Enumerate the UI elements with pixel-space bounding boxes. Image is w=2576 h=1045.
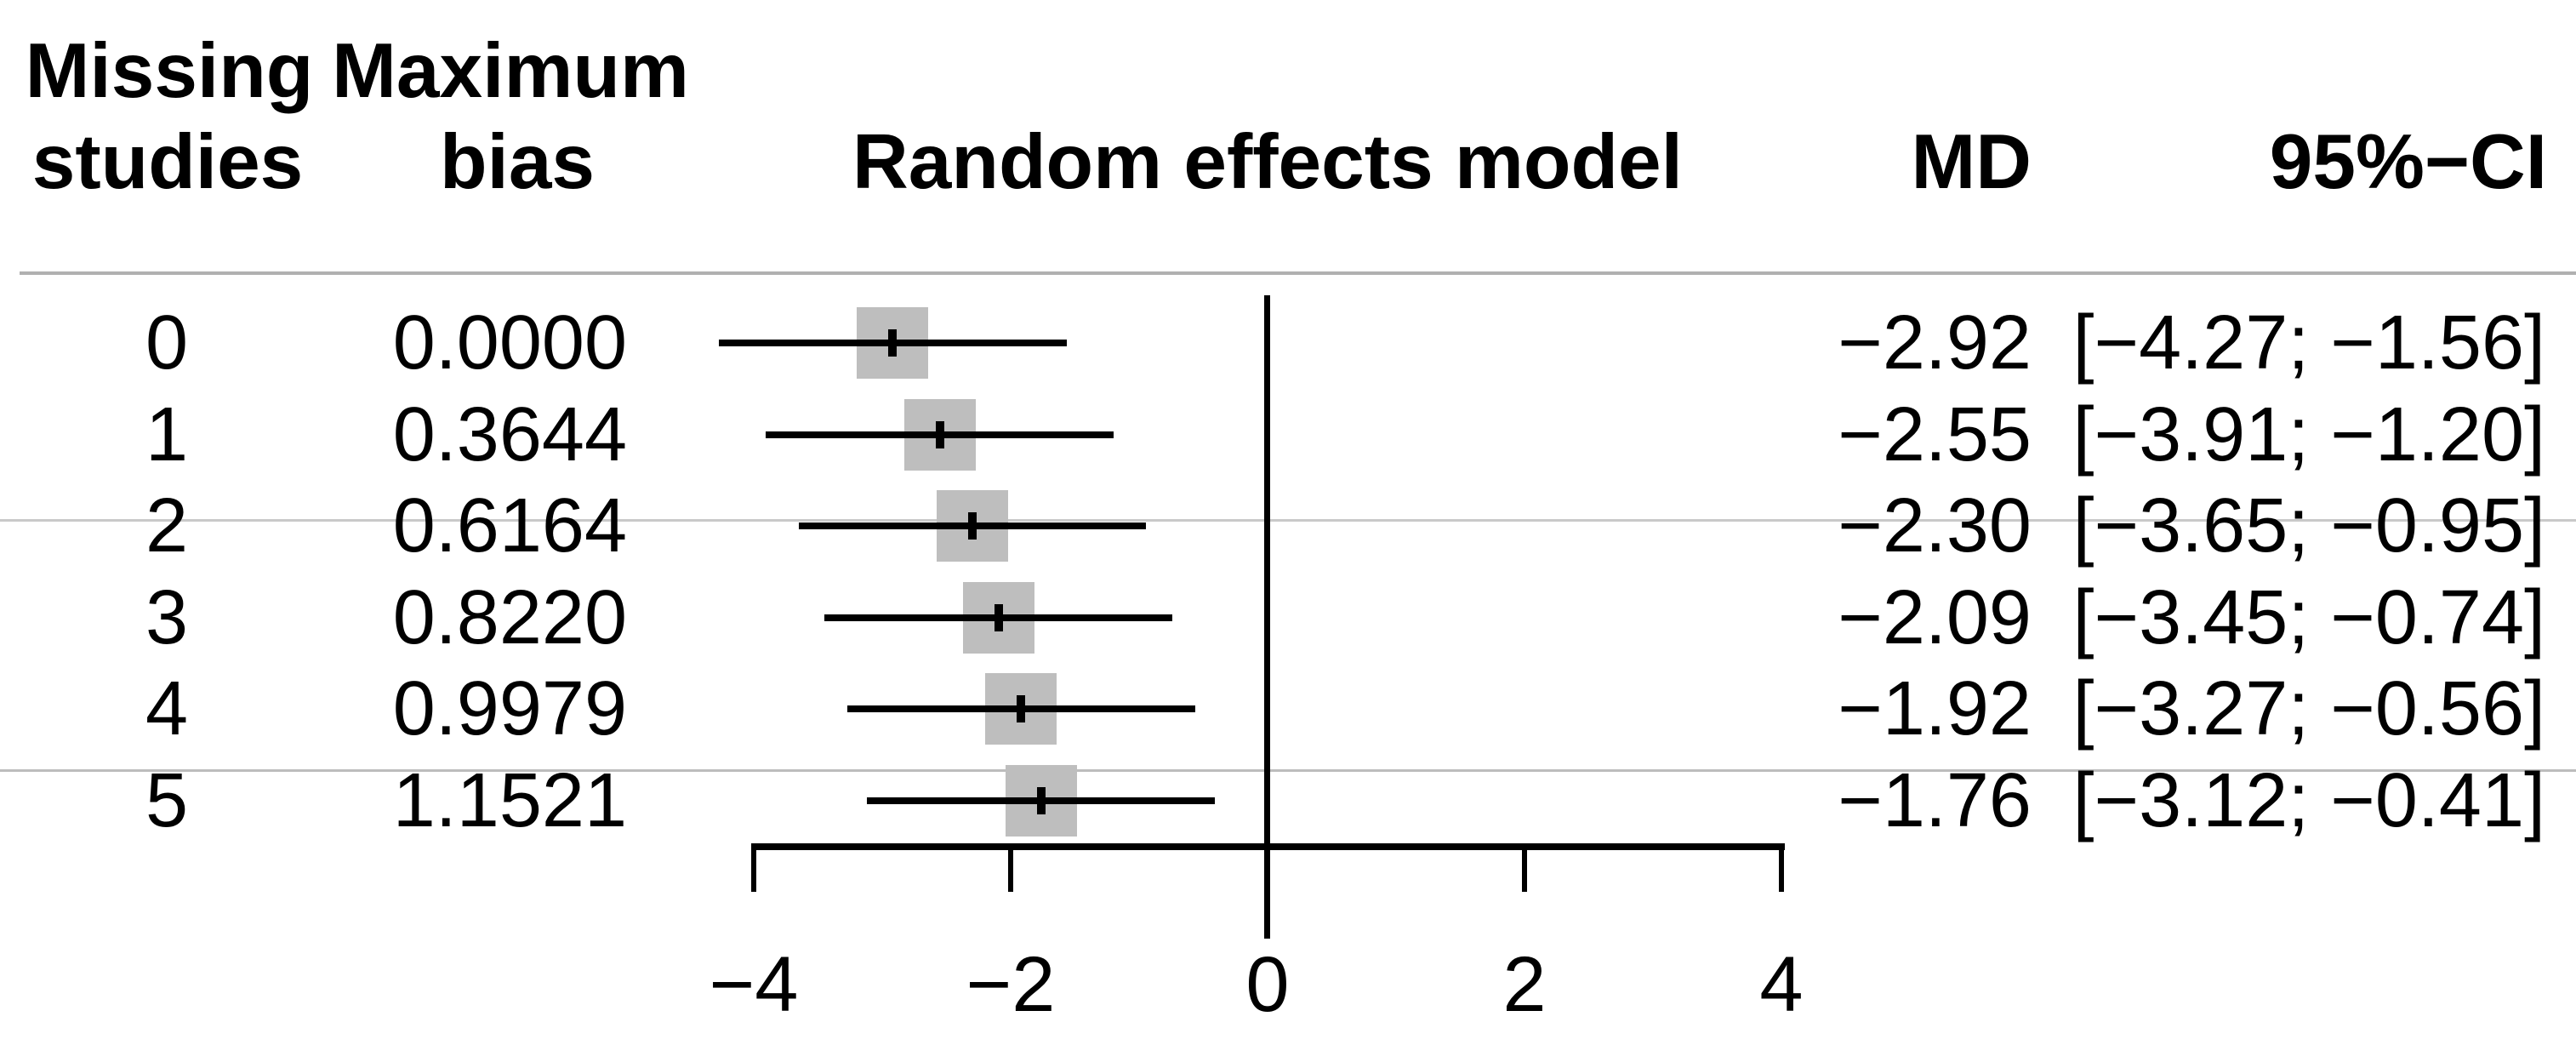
row-maximum-bias-value: 0.8220: [392, 574, 627, 660]
row-ci-value: [−3.45; −0.74]: [2072, 574, 2545, 660]
point-estimate-tick: [994, 603, 1004, 631]
row-md-value: −2.92: [1838, 300, 2032, 385]
row-maximum-bias-value: 0.0000: [392, 300, 627, 385]
x-axis-tick-label: −2: [966, 941, 1056, 1028]
row-md-value: −2.09: [1838, 574, 2032, 660]
col-header-missing-studies-line1: Missing: [25, 28, 314, 114]
row-maximum-bias-value: 1.1521: [392, 757, 627, 843]
row-missing-studies-value: 0: [145, 300, 189, 385]
row-missing-studies-value: 4: [145, 666, 189, 751]
col-header-model: Random effects model: [852, 119, 1683, 205]
row-md-value: −1.92: [1838, 666, 2032, 751]
row-md-value: −2.30: [1838, 483, 2032, 568]
point-estimate-tick: [1017, 695, 1026, 722]
row-md-value: −1.76: [1838, 757, 2032, 843]
col-header-ci: 95%−CI: [2269, 119, 2547, 205]
row-ci-value: [−3.27; −0.56]: [2072, 666, 2545, 751]
point-estimate-tick: [935, 420, 944, 448]
x-axis-tick-label: 0: [1245, 941, 1290, 1028]
row-missing-studies-value: 3: [145, 574, 189, 660]
x-axis-tick: [1008, 847, 1013, 892]
row-missing-studies-value: 2: [145, 483, 189, 568]
x-axis-tick: [1779, 847, 1784, 892]
col-header-maximum-bias-line2: bias: [439, 119, 596, 205]
point-estimate-tick: [888, 329, 898, 357]
row-ci-value: [−4.27; −1.56]: [2072, 300, 2545, 385]
row-ci-value: [−3.12; −0.41]: [2072, 757, 2545, 843]
col-header-missing-studies-line2: studies: [31, 119, 304, 205]
x-axis-tick-label: −4: [709, 941, 799, 1028]
row-ci-value: [−3.91; −1.20]: [2072, 391, 2545, 477]
faint-gridline-row2: [0, 519, 2576, 522]
col-header-maximum-bias-line1: Maximum: [332, 28, 689, 114]
point-estimate-tick: [1037, 786, 1046, 814]
row-md-value: −2.55: [1838, 391, 2032, 477]
row-ci-value: [−3.65; −0.95]: [2072, 483, 2545, 568]
row-maximum-bias-value: 0.9979: [392, 666, 627, 751]
row-missing-studies-value: 1: [145, 391, 189, 477]
zero-reference-line: [1264, 295, 1270, 939]
row-missing-studies-value: 5: [145, 757, 189, 843]
x-axis-tick-label: 2: [1502, 941, 1547, 1028]
row-maximum-bias-value: 0.3644: [392, 391, 627, 477]
faint-gridline-row5: [0, 769, 2576, 772]
header-separator-line: [20, 271, 2576, 275]
x-axis-tick: [1265, 847, 1270, 892]
x-axis-tick: [1522, 847, 1527, 892]
x-axis-tick-label: 4: [1759, 941, 1804, 1028]
col-header-md: MD: [1911, 119, 2032, 205]
row-maximum-bias-value: 0.6164: [392, 483, 627, 568]
x-axis-tick: [751, 847, 756, 892]
point-estimate-tick: [967, 512, 977, 540]
